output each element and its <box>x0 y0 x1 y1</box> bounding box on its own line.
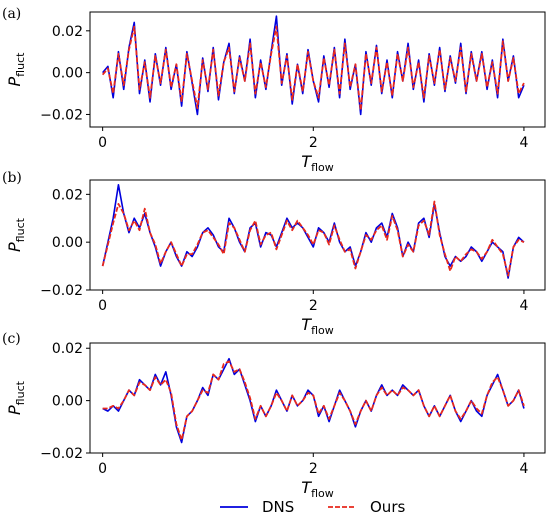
legend-label: DNS <box>262 498 294 516</box>
y-axis-label-sub: fluct <box>14 380 27 405</box>
x-axis-label-sub: flow <box>311 487 334 500</box>
x-axis-label-main: T <box>301 152 312 171</box>
y-tick-label: 0.02 <box>52 24 83 40</box>
x-axis-label-main: T <box>301 478 312 497</box>
legend: DNS Ours <box>220 498 405 516</box>
series-group <box>101 15 525 116</box>
plot-frame <box>89 11 546 128</box>
y-tick-label: 0.02 <box>52 341 83 357</box>
series-group <box>101 183 525 279</box>
x-tick-label: 4 <box>519 135 528 151</box>
x-tick-label: 0 <box>98 135 107 151</box>
series-line-dns <box>102 357 525 444</box>
y-tick-label: 0.00 <box>52 66 83 82</box>
x-axis-label-sub: flow <box>311 161 334 174</box>
y-axis-label: Pfluct <box>5 380 27 415</box>
panel-label: (c) <box>2 331 21 347</box>
x-tick-label: 0 <box>98 298 107 314</box>
x-axis-label-main: T <box>301 315 312 334</box>
x-tick-label: 2 <box>309 461 318 477</box>
panel-c: 0 2 4 −0.02 0.00 0.02 Tflow Pfluct (c) <box>2 331 546 500</box>
y-axis-label-main: P <box>5 405 24 415</box>
y-tick-label: −0.02 <box>40 446 83 462</box>
x-tick-label: 2 <box>309 135 318 151</box>
y-tick-label: 0.02 <box>52 187 83 203</box>
panel-a: 0 2 4 −0.02 0.00 0.02 Tflow Pfluct (a) <box>2 6 546 174</box>
x-tick-label: 4 <box>519 298 528 314</box>
x-tick-label: 2 <box>309 298 318 314</box>
x-axis-label-sub: flow <box>311 324 334 337</box>
panel-label: (a) <box>2 6 21 22</box>
x-tick-label: 0 <box>98 461 107 477</box>
series-line-ours <box>101 200 525 277</box>
plot-frame <box>89 179 546 291</box>
panel-label: (b) <box>2 170 22 186</box>
series-line-dns <box>102 15 525 116</box>
panel-b: 0 2 4 −0.02 0.00 0.02 Tflow Pfluct (b) <box>2 170 546 337</box>
series-line-ours <box>101 25 525 112</box>
x-axis-label: Tflow <box>301 315 333 337</box>
y-axis-label-main: P <box>5 76 24 86</box>
y-axis-label-sub: fluct <box>14 52 27 77</box>
x-axis-label: Tflow <box>301 152 333 174</box>
series-line-dns <box>101 183 525 279</box>
series-group <box>102 357 525 444</box>
legend-label: Ours <box>370 498 405 516</box>
y-tick-label: −0.02 <box>40 107 83 123</box>
plot-frame <box>89 342 546 454</box>
y-tick-label: 0.00 <box>52 394 83 410</box>
series-line-ours <box>102 360 525 441</box>
y-axis-label-sub: fluct <box>14 217 27 242</box>
x-axis-label: Tflow <box>301 478 333 500</box>
y-axis-label: Pfluct <box>5 52 27 87</box>
x-tick-label: 4 <box>519 461 528 477</box>
y-axis-label-main: P <box>5 242 24 252</box>
y-axis-label: Pfluct <box>5 217 27 252</box>
y-tick-label: −0.02 <box>40 283 83 299</box>
y-tick-label: 0.00 <box>52 235 83 251</box>
